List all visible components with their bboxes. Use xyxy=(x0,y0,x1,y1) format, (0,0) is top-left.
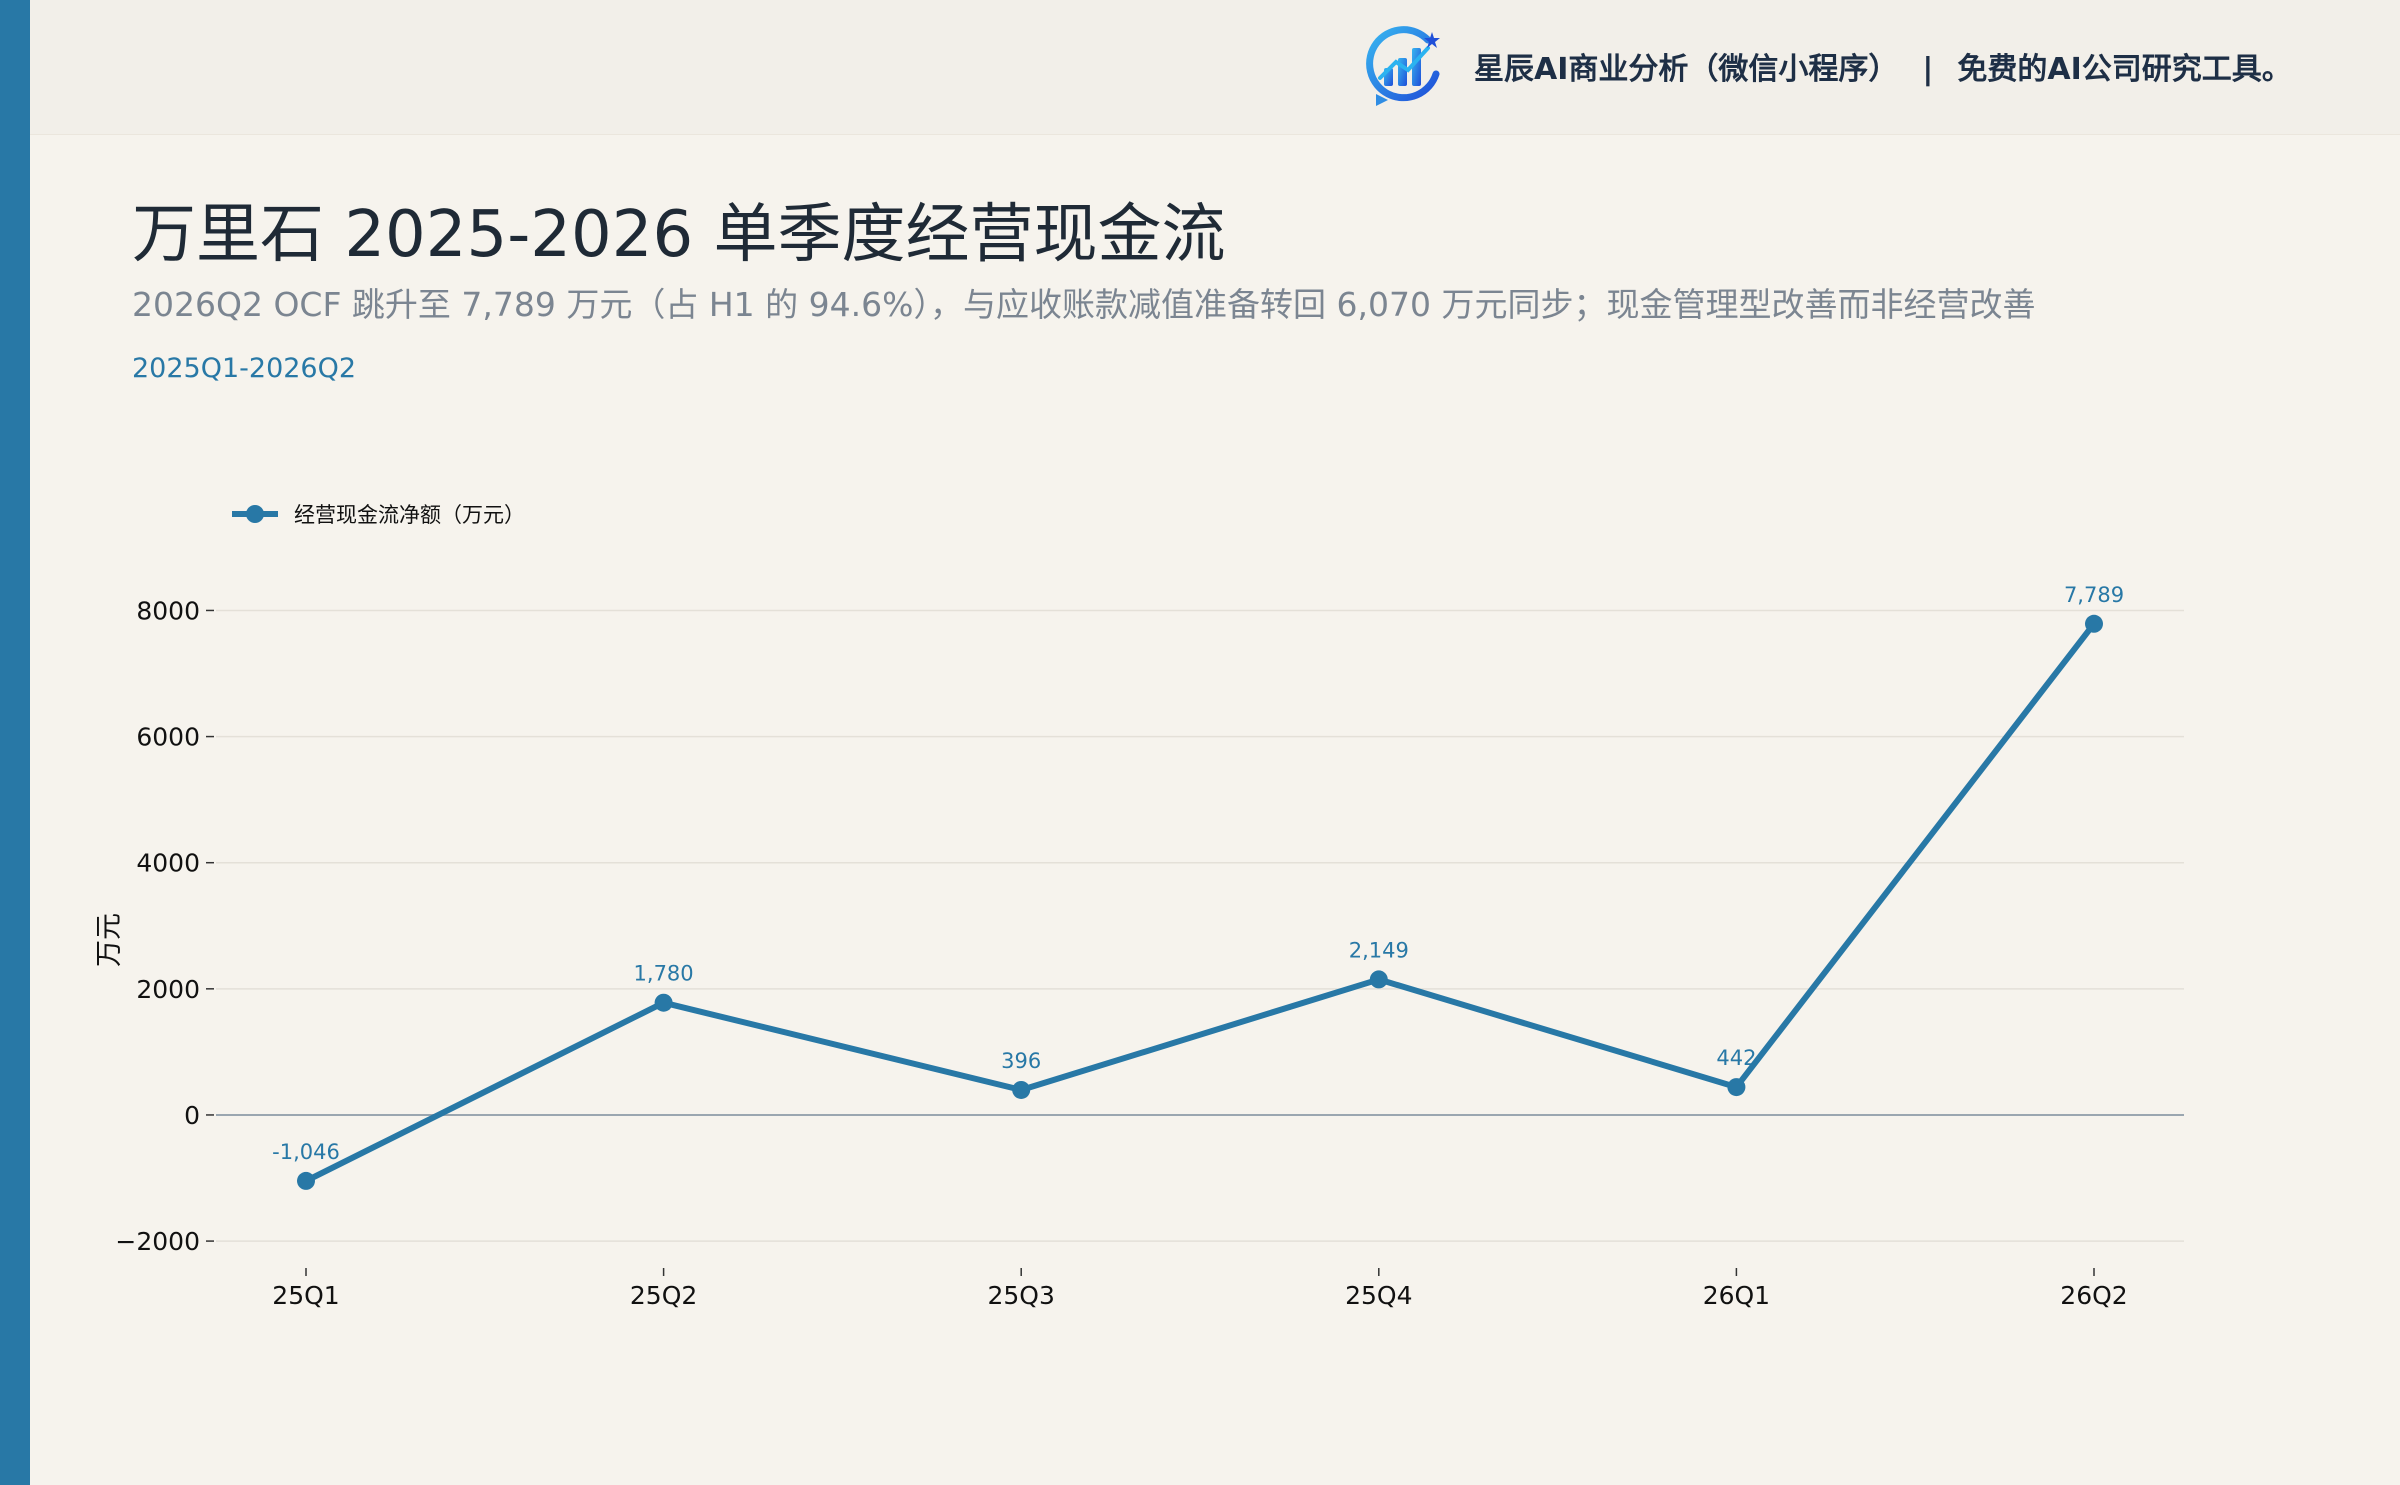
y-tick-label: 6000 xyxy=(136,723,200,752)
data-point xyxy=(654,993,673,1012)
bar-chart-logo-icon xyxy=(1366,26,1440,106)
data-label: 2,149 xyxy=(1349,938,1409,962)
page-subtitle: 2026Q2 OCF 跳升至 7,789 万元（占 H1 的 94.6%），与应… xyxy=(132,285,2036,324)
x-tick-label: 25Q2 xyxy=(630,1281,697,1310)
legend-label: 经营现金流净额（万元） xyxy=(294,503,525,527)
header-text: 星辰AI商业分析（微信小程序） | 免费的AI公司研究工具。 xyxy=(1474,48,2374,92)
y-tick-label: −2000 xyxy=(115,1227,200,1256)
legend-marker xyxy=(246,505,264,523)
page-title: 万里石 2025-2026 单季度经营现金流 xyxy=(132,198,1226,272)
data-point xyxy=(2085,614,2103,633)
data-label: 1,780 xyxy=(634,962,694,986)
x-tick-label: 26Q2 xyxy=(2060,1281,2127,1310)
y-tick-label: 8000 xyxy=(136,596,200,625)
data-label: 442 xyxy=(1716,1046,1756,1070)
period-range: 2025Q1-2026Q2 xyxy=(132,353,357,384)
series-line xyxy=(303,620,2097,1184)
y-tick-label: 2000 xyxy=(136,975,200,1004)
data-label: 7,789 xyxy=(2064,583,2124,607)
data-point xyxy=(297,1171,315,1190)
y-tick-label: 0 xyxy=(184,1101,200,1130)
header-bar xyxy=(30,0,2400,135)
brand-name: 星辰AI商业分析（微信小程序） xyxy=(1474,52,1899,87)
x-tick-label: 25Q3 xyxy=(987,1281,1054,1310)
x-tick-label: 26Q1 xyxy=(1703,1281,1770,1310)
x-tick-label: 25Q1 xyxy=(272,1281,339,1310)
data-point xyxy=(1369,970,1388,989)
x-tick-label: 25Q4 xyxy=(1345,1281,1412,1310)
data-point xyxy=(1727,1078,1746,1097)
header-separator: | xyxy=(1922,52,1934,87)
slogan: 免费的AI公司研究工具。 xyxy=(1957,52,2292,87)
left-accent-bar xyxy=(0,0,30,1485)
data-point xyxy=(1012,1080,1031,1099)
y-axis-label: 万元 xyxy=(94,913,125,967)
data-label: 396 xyxy=(1001,1049,1041,1073)
y-tick-label: 4000 xyxy=(136,849,200,878)
data-label: -1,046 xyxy=(272,1140,340,1164)
